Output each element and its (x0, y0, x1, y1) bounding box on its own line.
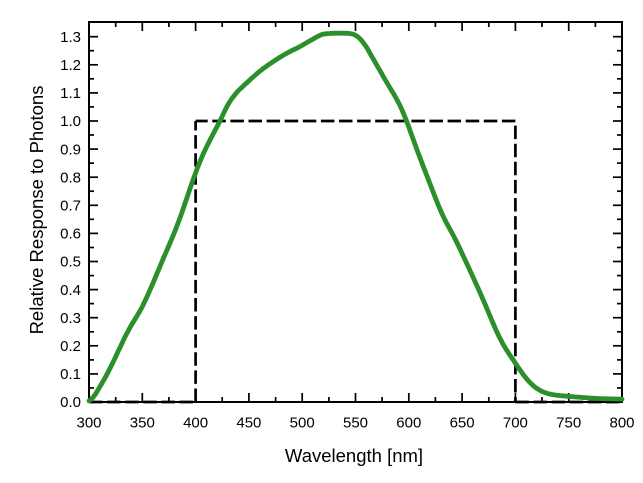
svg-text:Relative Response to Photons: Relative Response to Photons (26, 86, 47, 335)
svg-text:0.8: 0.8 (60, 169, 81, 186)
svg-text:0.4: 0.4 (60, 282, 81, 299)
svg-text:1.1: 1.1 (60, 85, 81, 102)
svg-text:1.3: 1.3 (60, 29, 81, 46)
svg-text:800: 800 (609, 415, 634, 432)
svg-text:0.3: 0.3 (60, 310, 81, 327)
svg-text:500: 500 (290, 415, 315, 432)
svg-text:400: 400 (183, 415, 208, 432)
svg-text:0.2: 0.2 (60, 338, 81, 355)
svg-text:0.0: 0.0 (60, 394, 81, 411)
svg-text:1.2: 1.2 (60, 57, 81, 74)
svg-text:450: 450 (236, 415, 261, 432)
svg-text:0.5: 0.5 (60, 254, 81, 271)
svg-text:0.7: 0.7 (60, 198, 81, 215)
svg-text:550: 550 (343, 415, 368, 432)
svg-text:1.0: 1.0 (60, 113, 81, 130)
svg-text:300: 300 (76, 415, 101, 432)
svg-text:0.9: 0.9 (60, 141, 81, 158)
svg-text:0.1: 0.1 (60, 366, 81, 383)
svg-text:Wavelength [nm]: Wavelength [nm] (285, 445, 423, 466)
svg-text:0.6: 0.6 (60, 226, 81, 243)
svg-text:350: 350 (130, 415, 155, 432)
svg-text:600: 600 (396, 415, 421, 432)
svg-text:700: 700 (503, 415, 528, 432)
svg-text:750: 750 (556, 415, 581, 432)
svg-text:650: 650 (450, 415, 475, 432)
